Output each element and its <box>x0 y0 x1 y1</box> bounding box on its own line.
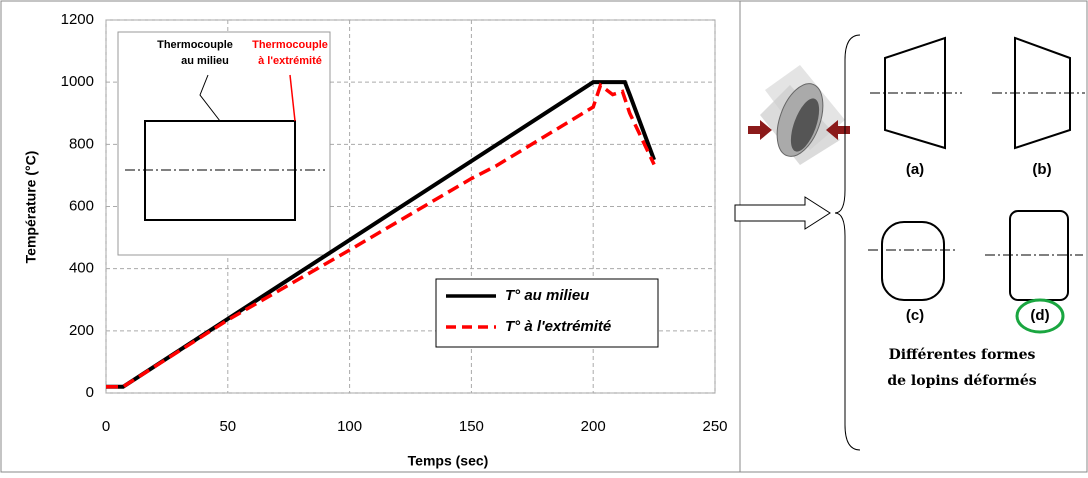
shape-axes <box>868 92 1085 256</box>
x-tick-label: 50 <box>219 418 236 435</box>
x-axis-label: Temps (sec) <box>408 453 489 469</box>
x-tick-label: 250 <box>702 418 727 435</box>
highlight-circle <box>1015 298 1065 334</box>
y-tick-label: 600 <box>69 197 94 214</box>
arrow <box>734 196 831 230</box>
caption: de lopins déformés <box>887 373 1036 389</box>
x-tick-label: 0 <box>102 418 110 435</box>
y-axis-label: Température (°C) <box>23 151 39 264</box>
x-tick-label: 200 <box>581 418 606 435</box>
y-tick-label: 800 <box>69 135 94 152</box>
x-tick-label: 100 <box>337 418 362 435</box>
y-tick-label: 1200 <box>61 11 94 28</box>
pointer <box>289 74 296 122</box>
shape-label: (c) <box>906 307 924 324</box>
y-tick-label: 200 <box>69 322 94 339</box>
annotation: à l'extrémité <box>258 55 322 67</box>
line-series <box>106 82 656 389</box>
x-tick-label: 150 <box>459 418 484 435</box>
legend-label: T° à l'extrémité <box>505 318 611 335</box>
pointer <box>199 74 221 122</box>
shape-label: (a) <box>906 161 924 178</box>
y-tick-label: 0 <box>86 384 94 401</box>
legend-label: T° au milieu <box>505 287 589 304</box>
shape-label: (b) <box>1032 161 1051 178</box>
y-tick-label: 1000 <box>61 73 94 90</box>
legend <box>435 278 659 348</box>
annotation: au milieu <box>181 55 229 67</box>
specimen-sketch <box>748 65 850 165</box>
y-tick-label: 400 <box>69 260 94 277</box>
line-series <box>106 80 656 389</box>
annotation: Thermocouple <box>252 39 328 51</box>
shape-label: (d) <box>1030 307 1049 324</box>
caption: Différentes formes <box>889 347 1036 363</box>
annotation: Thermocouple <box>157 39 233 51</box>
brace <box>834 34 861 451</box>
